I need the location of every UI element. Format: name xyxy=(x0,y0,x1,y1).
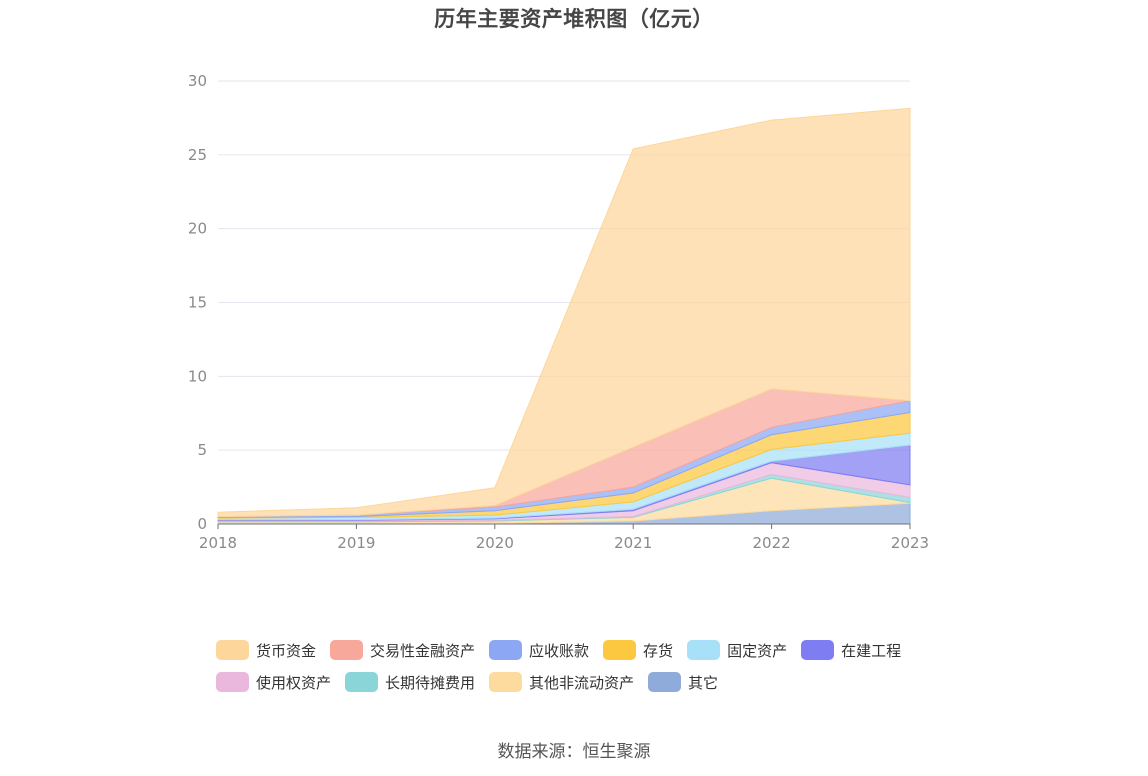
legend-item[interactable]: 应收账款 xyxy=(489,639,589,661)
legend-swatch xyxy=(216,640,249,660)
legend-item[interactable]: 其它 xyxy=(648,671,718,693)
chart-legend: 货币资金 交易性金融资产 应收账款 存货 固定资产 在建工程使用权资产 长期待摊费用 其他非流… xyxy=(216,639,976,693)
legend-label: 固定资产 xyxy=(727,641,788,660)
x-tick-label: 2022 xyxy=(753,534,791,552)
area-series-9[interactable] xyxy=(217,107,911,518)
y-tick-label: 10 xyxy=(188,367,207,385)
legend-swatch xyxy=(489,640,523,660)
legend-label: 应收账款 xyxy=(529,641,590,660)
y-tick-label: 0 xyxy=(197,515,207,533)
area-series-layer xyxy=(217,107,911,525)
y-tick-label: 20 xyxy=(188,220,207,238)
x-tick-label: 2019 xyxy=(337,534,375,552)
legend-item[interactable]: 在建工程 xyxy=(801,639,901,661)
x-tick-label: 2021 xyxy=(614,534,652,552)
x-tick-label: 2018 xyxy=(199,534,237,552)
x-tick-label: 2020 xyxy=(476,534,514,552)
legend-item[interactable]: 长期待摊费用 xyxy=(345,671,475,693)
legend-swatch xyxy=(603,640,637,660)
legend-item[interactable]: 交易性金融资产 xyxy=(330,639,475,661)
legend-label: 其它 xyxy=(688,673,719,692)
legend-label: 存货 xyxy=(643,641,674,660)
legend-item[interactable]: 存货 xyxy=(603,639,673,661)
chart-title: 历年主要资产堆积图（亿元） xyxy=(434,7,714,31)
y-tick-label: 5 xyxy=(197,441,207,459)
legend-swatch xyxy=(648,672,682,692)
legend-label: 其他非流动资产 xyxy=(529,673,635,692)
legend-swatch xyxy=(489,672,523,692)
y-tick-label: 30 xyxy=(188,72,207,90)
axes: 0 5 10 15 20 25 30 2018 2019 2020 2021 2022 2023 xyxy=(188,72,929,552)
y-tick-label: 25 xyxy=(188,146,207,164)
x-tick-label: 2023 xyxy=(891,534,929,552)
legend-item[interactable]: 使用权资产 xyxy=(216,671,331,693)
y-tick-label: 15 xyxy=(188,294,207,312)
legend-swatch xyxy=(345,672,379,692)
legend-item[interactable]: 固定资产 xyxy=(687,639,787,661)
legend-label: 货币资金 xyxy=(256,641,317,660)
legend-label: 在建工程 xyxy=(841,641,902,660)
legend-swatch xyxy=(330,640,364,660)
legend-label: 使用权资产 xyxy=(256,673,332,692)
legend-item[interactable]: 其他非流动资产 xyxy=(489,671,634,693)
legend-swatch xyxy=(801,640,835,660)
data-source-note: 数据来源：恒生聚源 xyxy=(497,742,651,762)
legend-swatch xyxy=(216,672,249,692)
legend-label: 长期待摊费用 xyxy=(385,673,476,692)
legend-label: 交易性金融资产 xyxy=(370,641,476,660)
stacked-area-chart: 0 5 10 15 20 25 30 2018 2019 2020 2021 2022 2023 xyxy=(188,72,929,552)
legend-item[interactable]: 货币资金 xyxy=(216,639,316,661)
legend-swatch xyxy=(687,640,721,660)
